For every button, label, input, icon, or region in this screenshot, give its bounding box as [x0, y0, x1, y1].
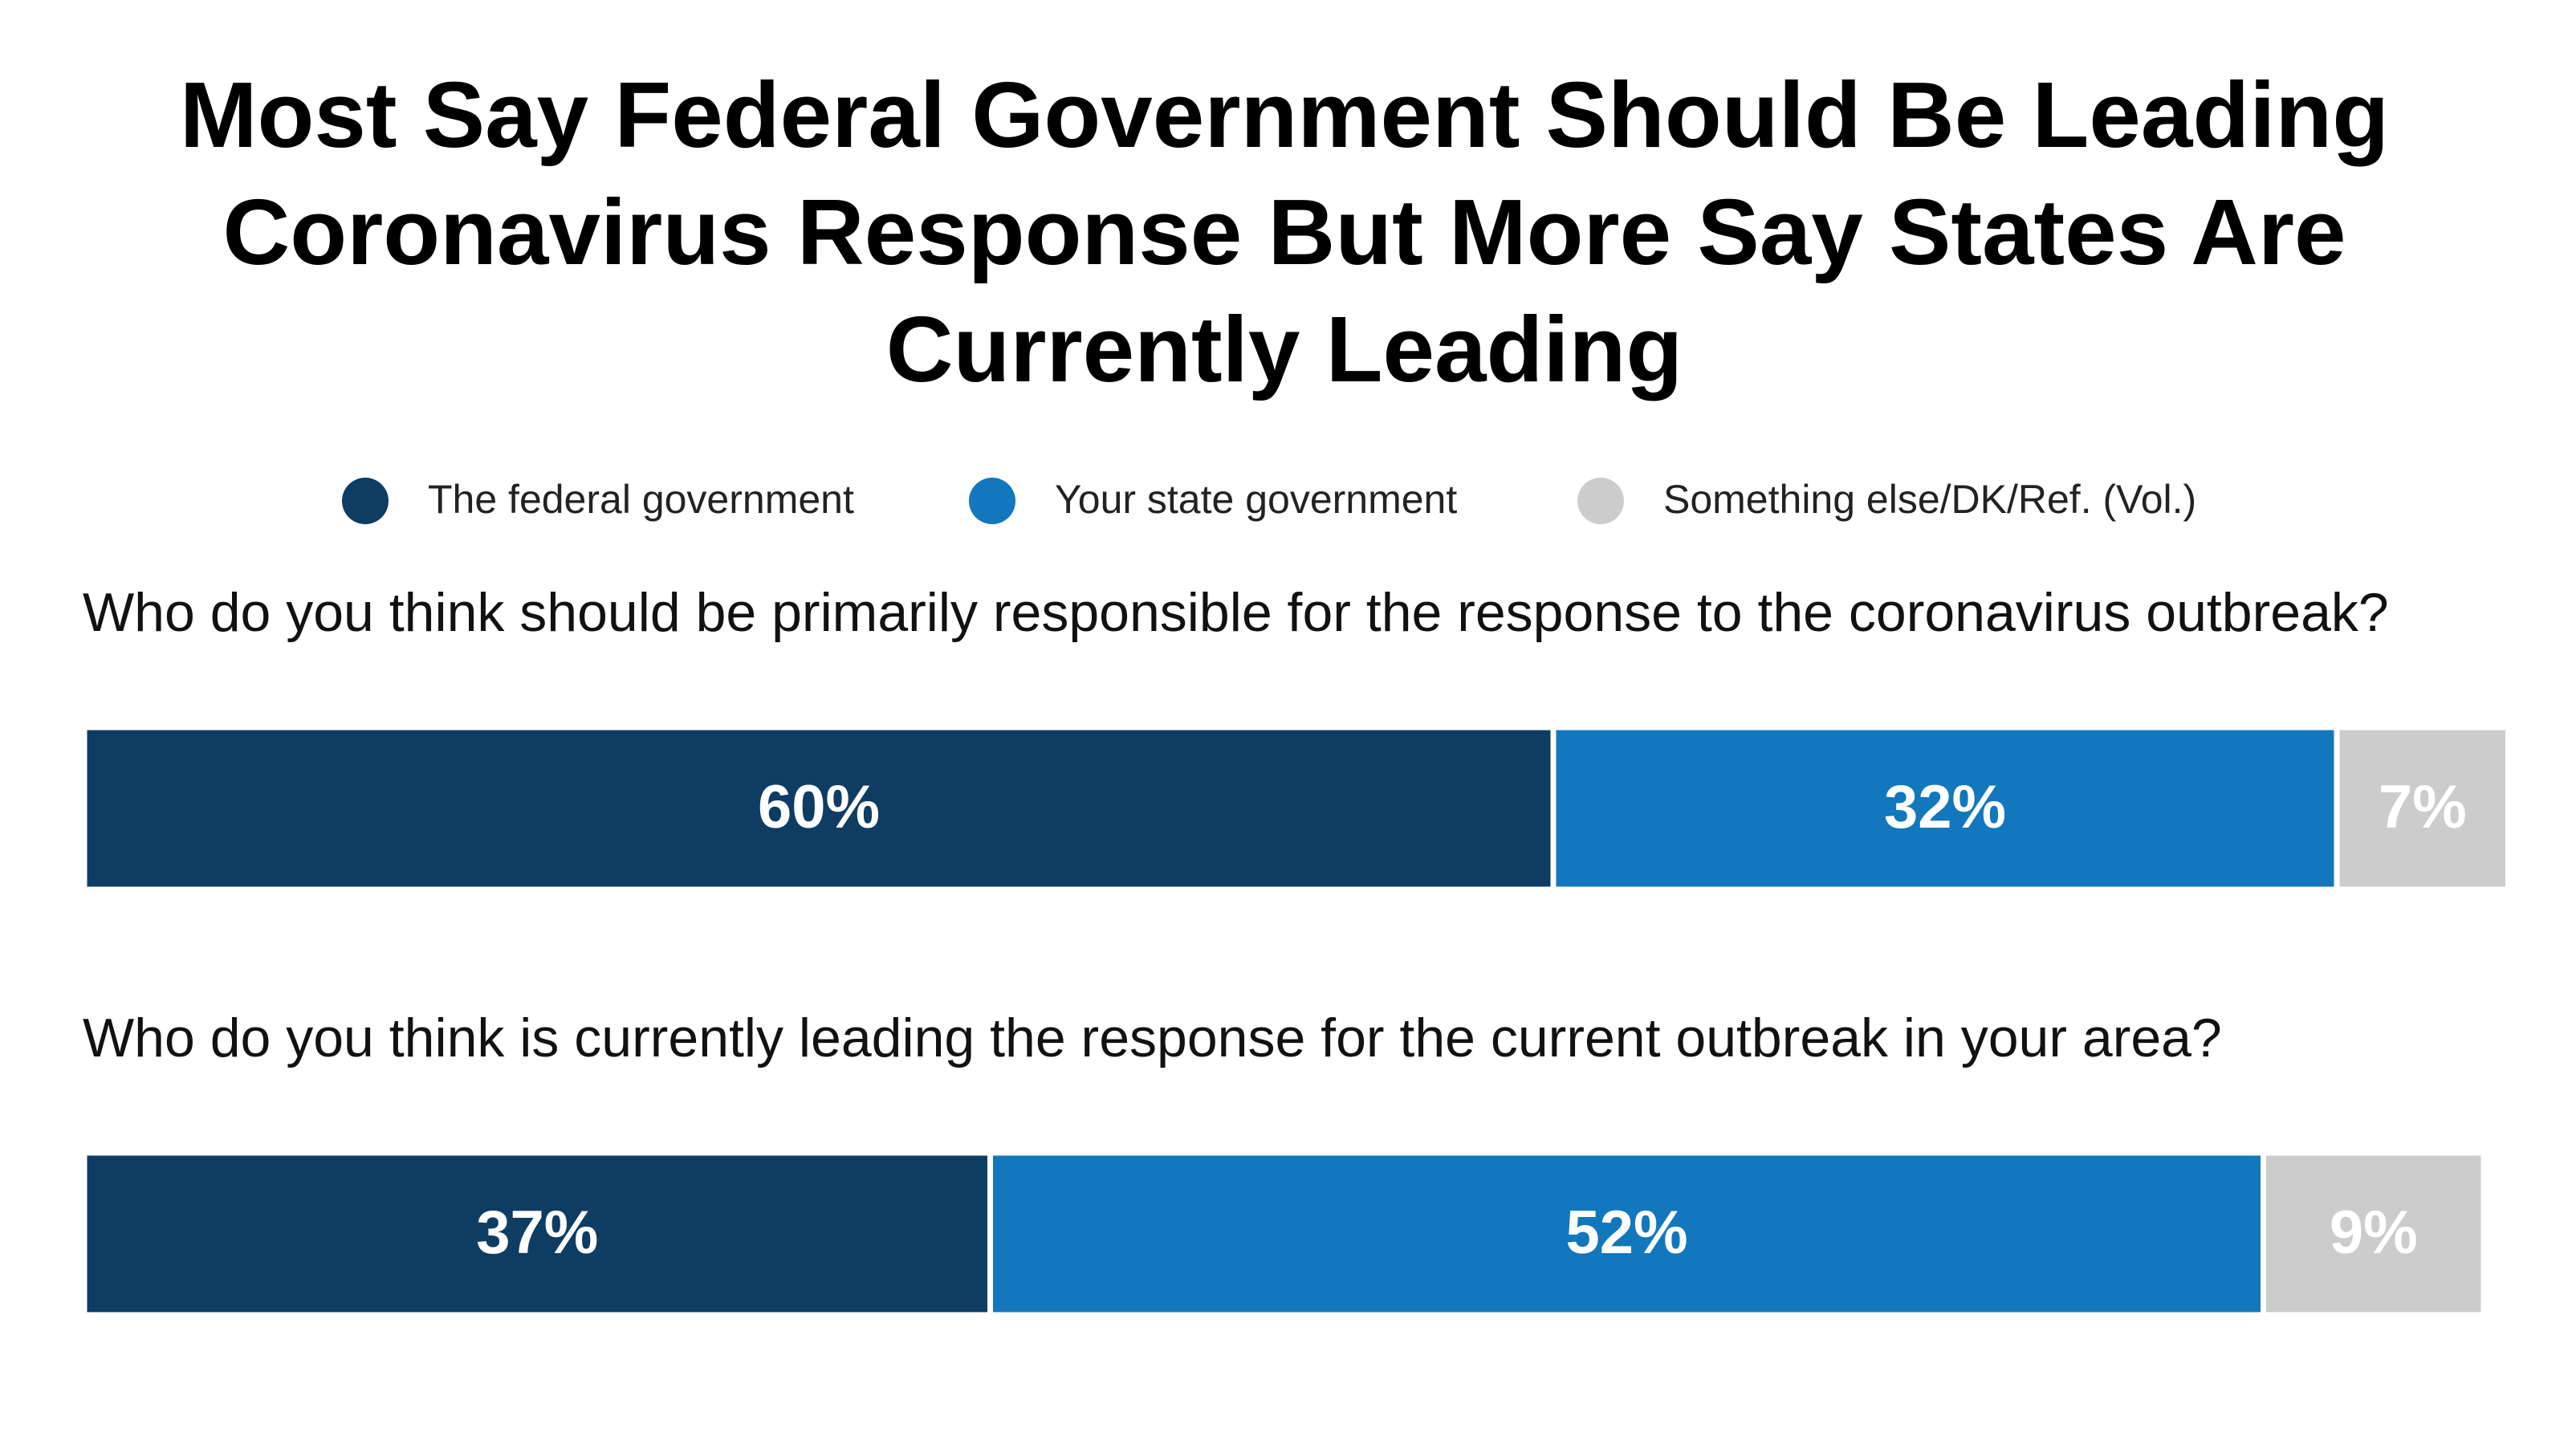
value-label: 52% — [1565, 1199, 1687, 1267]
bar-segment — [2261, 1150, 2487, 1318]
value-label: 37% — [476, 1199, 598, 1267]
legend-label: Something else/DK/Ref. (Vol.) — [1663, 477, 2196, 522]
value-label: 32% — [1884, 773, 2006, 841]
legend-marker — [969, 478, 1015, 524]
legend-label: The federal government — [428, 477, 854, 522]
bar-segment — [2334, 724, 2511, 893]
legend-marker — [342, 478, 389, 524]
value-label: 9% — [2330, 1199, 2418, 1267]
bar-segment — [987, 1150, 2266, 1318]
bar-segment — [1550, 724, 2340, 893]
bar-segment — [81, 1150, 993, 1318]
chart-title: Most Say Federal Government Should Be Le… — [179, 63, 2390, 401]
value-label: 60% — [758, 773, 880, 841]
legend-label: Your state government — [1055, 477, 1457, 522]
value-label: 7% — [2379, 773, 2467, 841]
question-label: Who do you think is currently leading th… — [83, 1007, 2222, 1068]
legend-marker — [1577, 478, 1624, 524]
question-label: Who do you think should be primarily res… — [83, 582, 2389, 643]
